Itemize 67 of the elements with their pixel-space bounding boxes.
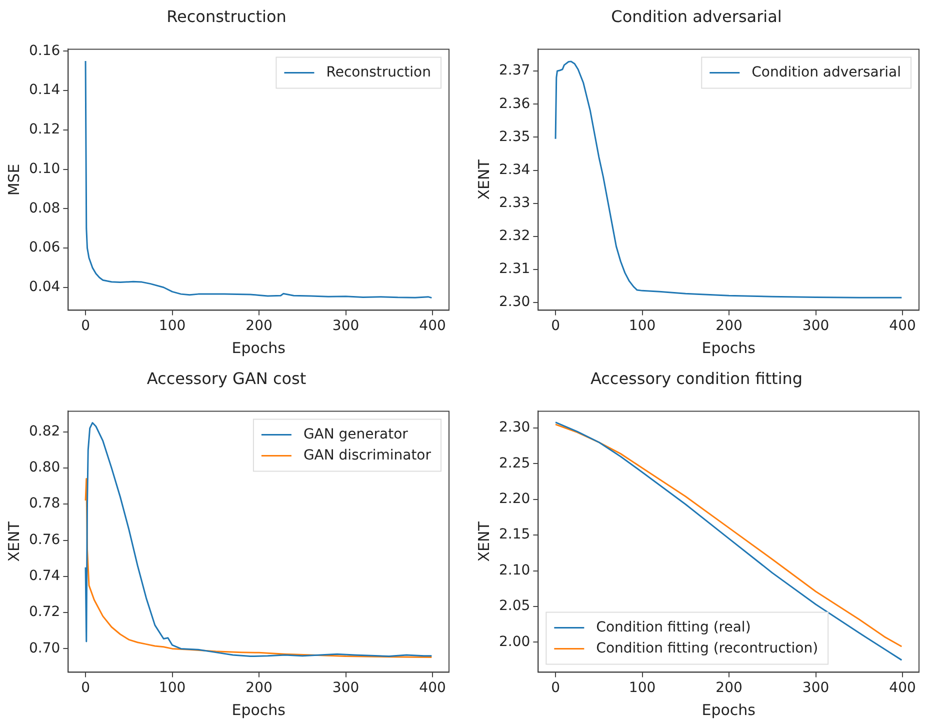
x-tick-label: 300 [802, 680, 830, 696]
x-tick-label: 400 [419, 318, 446, 334]
x-tick-label: 300 [332, 318, 360, 334]
y-tick-label: 0.14 [29, 82, 60, 98]
y-tick-label: 0.78 [29, 496, 60, 512]
y-tick-label: 0.16 [29, 42, 60, 59]
y-tick-label: 0.08 [29, 200, 60, 216]
x-tick-label: 300 [332, 680, 360, 696]
y-tick-label: 0.10 [29, 160, 60, 177]
x-axis-title: Epochs [232, 338, 286, 357]
y-tick-label: 0.70 [29, 640, 60, 656]
y-tick-label: 0.12 [29, 122, 60, 138]
x-tick-label: 400 [419, 680, 446, 696]
legend-label: Condition fitting (real) [596, 619, 751, 636]
y-axis-title: XENT [474, 158, 493, 200]
legend-label: GAN discriminator [303, 447, 432, 464]
y-tick-label: 2.10 [499, 562, 530, 578]
y-tick-label: 0.76 [29, 532, 60, 548]
y-tick-label: 2.05 [499, 598, 530, 614]
x-axis-title: Epochs [232, 700, 286, 719]
x-axis-title: Epochs [702, 700, 756, 719]
legend-label: GAN generator [303, 426, 408, 442]
y-tick-label: 2.35 [499, 128, 530, 145]
x-tick-label: 0 [551, 680, 560, 696]
x-tick-label: 300 [802, 318, 830, 334]
x-tick-label: 200 [246, 318, 272, 334]
y-tick-label: 0.82 [29, 423, 60, 440]
y-tick-label: 2.25 [499, 455, 530, 472]
y-tick-label: 0.04 [29, 279, 60, 296]
x-tick-label: 100 [158, 318, 186, 334]
y-tick-label: 2.31 [499, 261, 530, 278]
y-tick-label: 0.06 [29, 240, 60, 256]
y-axis-title: XENT [4, 520, 23, 562]
x-tick-label: 100 [158, 680, 186, 696]
chart-title: Accessory GAN cost [146, 368, 306, 388]
x-tick-label: 0 [81, 318, 90, 334]
x-tick-label: 200 [246, 680, 272, 696]
y-tick-label: 2.36 [499, 96, 530, 112]
x-tick-label: 0 [81, 680, 90, 696]
legend-label: Condition fitting (recontruction) [596, 640, 818, 656]
y-tick-label: 2.32 [499, 228, 530, 244]
chart-title: Accessory condition fitting [590, 368, 803, 388]
x-tick-label: 0 [551, 318, 560, 334]
y-tick-label: 2.33 [499, 194, 530, 211]
legend-label: Reconstruction [326, 64, 432, 80]
x-tick-label: 100 [628, 680, 656, 696]
x-axis-title: Epochs [702, 338, 756, 357]
y-tick-label: 0.72 [29, 604, 60, 620]
y-tick-label: 2.37 [499, 62, 530, 79]
chart-title: Reconstruction [166, 6, 286, 26]
y-tick-label: 2.20 [499, 491, 530, 508]
legend-label: Condition adversarial [752, 64, 902, 80]
y-axis-title: XENT [474, 520, 493, 562]
y-tick-label: 2.30 [499, 420, 530, 436]
x-tick-label: 200 [716, 680, 742, 696]
y-tick-label: 0.74 [29, 568, 60, 584]
x-tick-label: 200 [716, 318, 742, 334]
y-tick-label: 2.00 [499, 634, 530, 650]
y-tick-label: 2.15 [499, 526, 530, 543]
x-tick-label: 100 [628, 318, 656, 334]
y-tick-label: 2.30 [499, 294, 530, 310]
y-axis-title: MSE [4, 164, 23, 196]
y-tick-label: 2.34 [499, 162, 530, 178]
y-tick-label: 0.80 [29, 460, 60, 476]
chart-title: Condition adversarial [611, 6, 782, 26]
x-tick-label: 400 [889, 318, 916, 334]
x-tick-label: 400 [889, 680, 916, 696]
